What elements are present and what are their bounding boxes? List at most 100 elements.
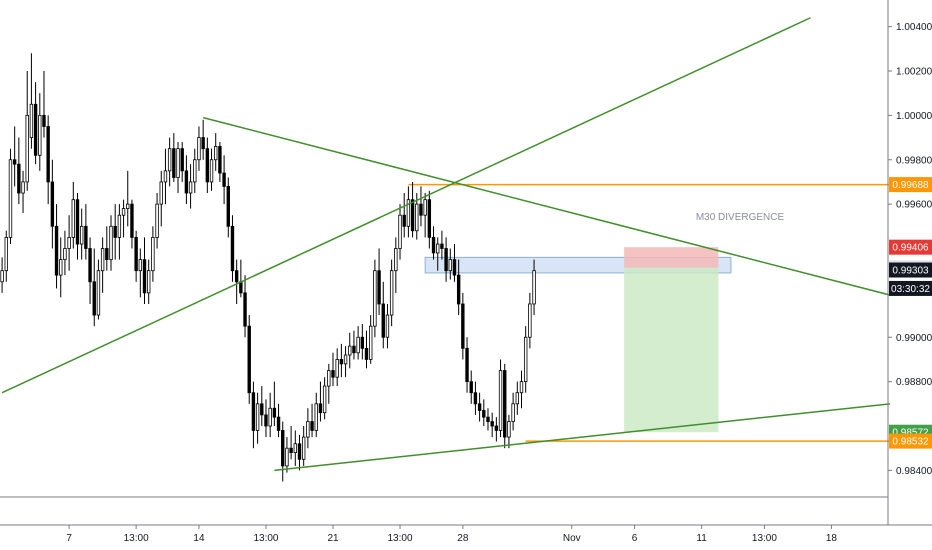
candle-body [113,225,117,238]
candle [29,53,34,149]
candle [335,348,339,387]
candle [461,292,465,360]
candle-body [448,259,452,272]
candle-body [394,248,398,272]
candle [268,392,272,438]
candle [511,392,515,431]
candle [117,204,122,260]
x-tick-label: 13:00 [388,533,413,544]
candle-body [4,237,8,272]
candle-body [276,416,281,431]
candle-body [406,199,411,227]
candle-body [159,181,163,205]
candle [188,164,193,209]
candle-body [46,126,50,183]
candle [209,148,214,191]
trendline-ascending-upper[interactable] [1,17,811,394]
candle [234,259,239,304]
candle-body [63,248,67,260]
x-tick-label: 14 [193,533,205,544]
candle [230,215,235,282]
candle [59,237,63,298]
price-badge-label: 0.99303 [892,266,929,277]
x-tick-label: 13:00 [124,533,149,544]
candle-body [8,159,13,238]
candle-body [243,292,247,327]
candle [289,426,293,460]
candle [251,381,256,449]
price-badge: 0.99688 [889,177,932,193]
candle-body [322,385,327,414]
y-tick-label: 0.99000 [896,333,932,344]
candle-body [214,146,218,161]
y-tick-label: 1.00000 [896,111,932,122]
candle [423,193,427,238]
candle [364,330,369,369]
candle-body [473,392,478,405]
candle-body [172,148,176,178]
candle [42,71,46,138]
candle [440,230,444,260]
candle [456,259,461,316]
time-axis[interactable]: 7 13:00 14 13:00 21 13:00 28 Nov 6 11 13:00 18 [66,525,837,544]
candle [138,248,143,298]
candle-body [452,259,457,276]
candle [343,346,348,378]
trendline-ascending-lower[interactable] [274,403,891,472]
x-tick-label: Nov [563,533,581,544]
candle-body [327,370,331,387]
candle [201,119,205,160]
candle [494,417,499,442]
candle-body [251,392,256,431]
candle [486,408,490,431]
candle [490,412,494,438]
candle [134,230,138,282]
candle-body [528,303,532,338]
candle [448,248,452,280]
candle [389,259,394,327]
candle-body [352,345,356,354]
candle-body [398,214,402,249]
candle [4,230,8,282]
trendlines[interactable] [1,17,891,472]
candle-body [385,314,390,338]
candle-body [167,148,172,172]
candle-body [155,203,159,238]
price-badge-bg [889,280,932,296]
candle-body [50,181,55,227]
candle [151,226,155,282]
candle [431,226,436,260]
candle-body [515,392,520,405]
divergence-annotation: M30 DIVERGENCE [696,212,785,223]
candle-body [67,237,71,249]
candle [126,170,130,227]
candle-body [364,347,369,360]
candle-body [42,114,46,127]
candle [507,414,511,449]
candle [469,370,473,404]
candle-body [84,225,88,249]
candle-body [419,203,423,216]
target-zone[interactable] [624,267,719,433]
candle-body [146,270,151,294]
candle-body [17,163,21,194]
trendline-descending[interactable] [202,116,891,296]
candle [381,281,385,349]
candle [130,199,134,249]
candle [172,133,176,182]
candle-body [431,237,436,254]
candle [105,226,109,271]
candle [532,259,536,316]
price-axis[interactable]: 1.00400 1.00200 1.00000 0.99800 0.99600 0.990… [888,22,932,477]
stop-zone[interactable] [624,247,719,268]
candle [38,93,42,171]
candle-body [461,303,465,349]
candle-body [218,146,222,174]
candle-body [465,347,469,383]
candle-body [306,421,310,438]
candle-body [75,199,80,245]
candle [226,177,230,238]
candle-body [29,103,34,138]
